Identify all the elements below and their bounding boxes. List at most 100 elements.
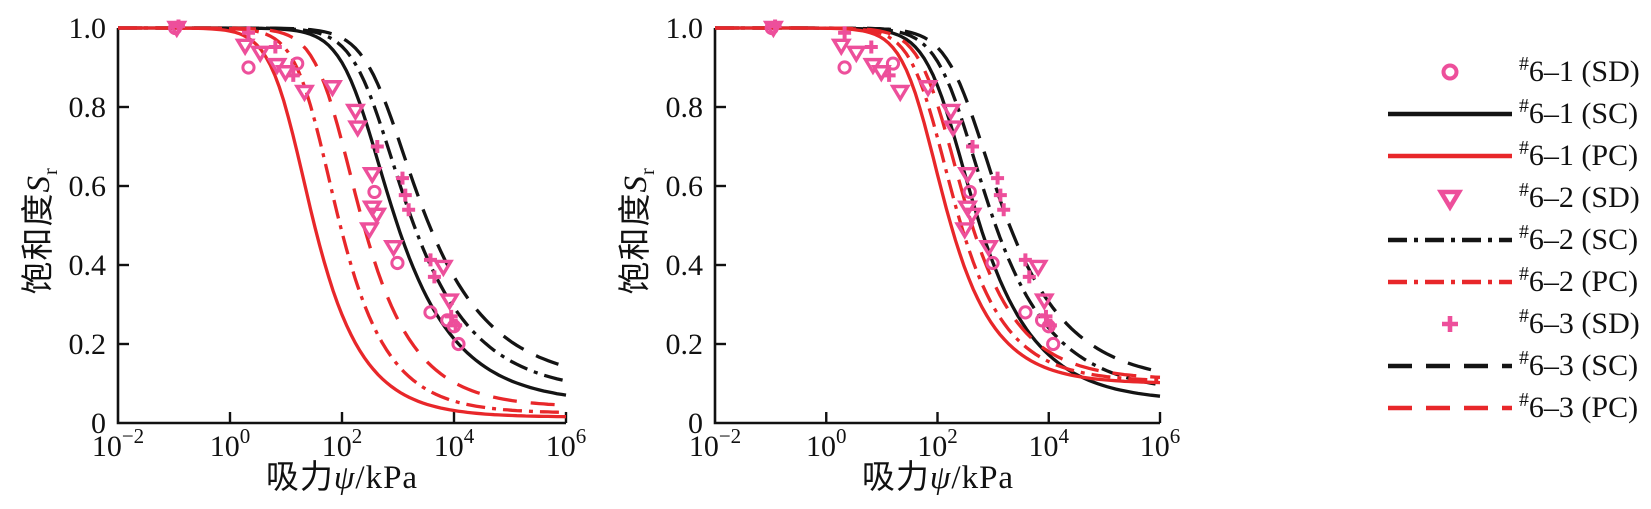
triangle-marker	[917, 80, 939, 98]
plus-marker	[966, 140, 980, 153]
x-axis-label-left: 吸力ψ/kPa	[192, 450, 492, 498]
circle-marker	[885, 56, 901, 71]
y-tick-label: 0.8	[666, 91, 704, 124]
y-tick-label: 0.2	[666, 328, 704, 361]
x-label-symbol: ψ	[929, 460, 952, 496]
plus-marker	[997, 203, 1011, 217]
legend-line-sample	[1386, 261, 1514, 303]
circle-marker	[241, 60, 256, 75]
legend-item: #6–1 (SD)	[1386, 51, 1640, 93]
x-tick-label: 100	[210, 424, 251, 463]
triangle-marker	[957, 166, 979, 185]
legend-line-sample	[1386, 219, 1514, 261]
triangle-marker	[1033, 293, 1055, 311]
y-tick-label: 0.6	[69, 170, 107, 203]
plus-marker	[444, 309, 458, 323]
triangle-icon	[1436, 189, 1464, 212]
plus-marker	[1039, 309, 1053, 323]
legend-line-sample	[1386, 345, 1514, 387]
circle-marker	[985, 255, 1000, 271]
legend-line-sample	[1386, 387, 1514, 429]
y-tick-label: 0.4	[69, 249, 107, 282]
triangle-marker	[940, 103, 962, 122]
circle-marker	[290, 56, 305, 71]
plus-marker	[991, 171, 1005, 185]
hash-superscript: #	[1519, 347, 1529, 369]
legend-marker-sample	[1386, 177, 1514, 219]
legend-line-sample	[1386, 135, 1514, 177]
x-label-cn: 吸力	[265, 460, 334, 496]
triangle-marker	[889, 84, 911, 103]
triangle-marker	[432, 259, 454, 278]
y-tick-label: 0	[688, 407, 703, 440]
plus-marker	[370, 140, 384, 153]
hash-superscript: #	[1519, 179, 1529, 201]
hash-superscript: #	[1519, 263, 1529, 285]
triangle-marker	[234, 38, 256, 57]
triangle-marker	[383, 240, 405, 258]
curve--6-2-PC-	[118, 26, 567, 415]
y-label-subscript: r	[39, 167, 62, 175]
plus-marker	[423, 253, 437, 267]
curve--6-2-PC-	[715, 26, 1161, 382]
plus-marker	[1018, 253, 1032, 267]
plus-marker	[768, 19, 782, 33]
panel-left: 1.0 0.8 0.6 0.4 0.2 010−2 100 102 104 106	[69, 12, 587, 463]
circle-marker	[837, 60, 852, 75]
triangle-marker	[942, 120, 964, 138]
triangle-marker	[321, 80, 343, 98]
x-tick-label: 104	[1029, 424, 1070, 463]
triangle-marker	[1027, 259, 1049, 278]
x-label-symbol: ψ	[333, 460, 356, 496]
triangle-marker	[361, 166, 383, 185]
x-tick-label: 106	[1140, 424, 1181, 463]
x-tick-label: 10−2	[92, 424, 144, 463]
legend-marker-sample	[1386, 51, 1514, 93]
x-tick-label: 102	[322, 424, 363, 463]
y-axis-label-left: 饱和度Sr	[11, 81, 63, 381]
curve--6-3-PC-	[715, 26, 1161, 379]
y-label-cn: 饱和度	[618, 192, 655, 295]
plus-marker	[838, 26, 852, 40]
scatter--6-1-SD-	[168, 20, 466, 352]
plus-marker	[1043, 318, 1057, 332]
legend-label: #6–2 (SC)	[1519, 221, 1639, 256]
plus-marker	[882, 68, 896, 82]
legend-item: #6–3 (PC)	[1386, 387, 1640, 429]
plus-marker	[993, 188, 1007, 202]
triangle-marker	[830, 38, 852, 57]
circle-marker	[1018, 305, 1033, 320]
legend-line-sample	[1386, 93, 1514, 135]
x-tick-label: 10−2	[689, 424, 741, 463]
hash-superscript: #	[1519, 305, 1529, 327]
triangle-marker	[978, 240, 1000, 258]
curve--6-3-PC-	[118, 26, 567, 407]
circle-marker	[367, 184, 382, 200]
x-tick-label: 106	[546, 424, 587, 463]
plus-marker	[402, 203, 416, 217]
circle-marker	[390, 255, 405, 271]
legend-label: #6–3 (SC)	[1519, 347, 1639, 382]
circle-marker	[1046, 336, 1061, 352]
hash-superscript: #	[1519, 95, 1529, 117]
triangle-marker	[344, 103, 366, 122]
circle-marker	[423, 305, 438, 320]
y-label-subscript: r	[636, 167, 659, 175]
x-label-cn: 吸力	[861, 460, 930, 496]
legend-label: #6–2 (PC)	[1519, 263, 1639, 298]
curve--6-3-SC-	[118, 26, 567, 369]
legend-label: #6–1 (PC)	[1519, 137, 1639, 172]
plus-marker	[427, 270, 441, 284]
legend-item: #6–2 (SC)	[1386, 219, 1640, 261]
circle-marker	[451, 336, 466, 352]
axis-spines	[713, 28, 1160, 425]
scatter--6-2-SD-	[762, 20, 1055, 311]
axis-spines	[116, 28, 566, 425]
y-tick-label: 1.0	[69, 12, 107, 45]
triangle-marker	[293, 84, 315, 103]
curve--6-1-SC-	[715, 26, 1161, 398]
y-tick-label: 0.6	[666, 170, 704, 203]
y-tick-label: 0.8	[69, 91, 107, 124]
legend-label: #6–1 (SC)	[1519, 95, 1639, 130]
